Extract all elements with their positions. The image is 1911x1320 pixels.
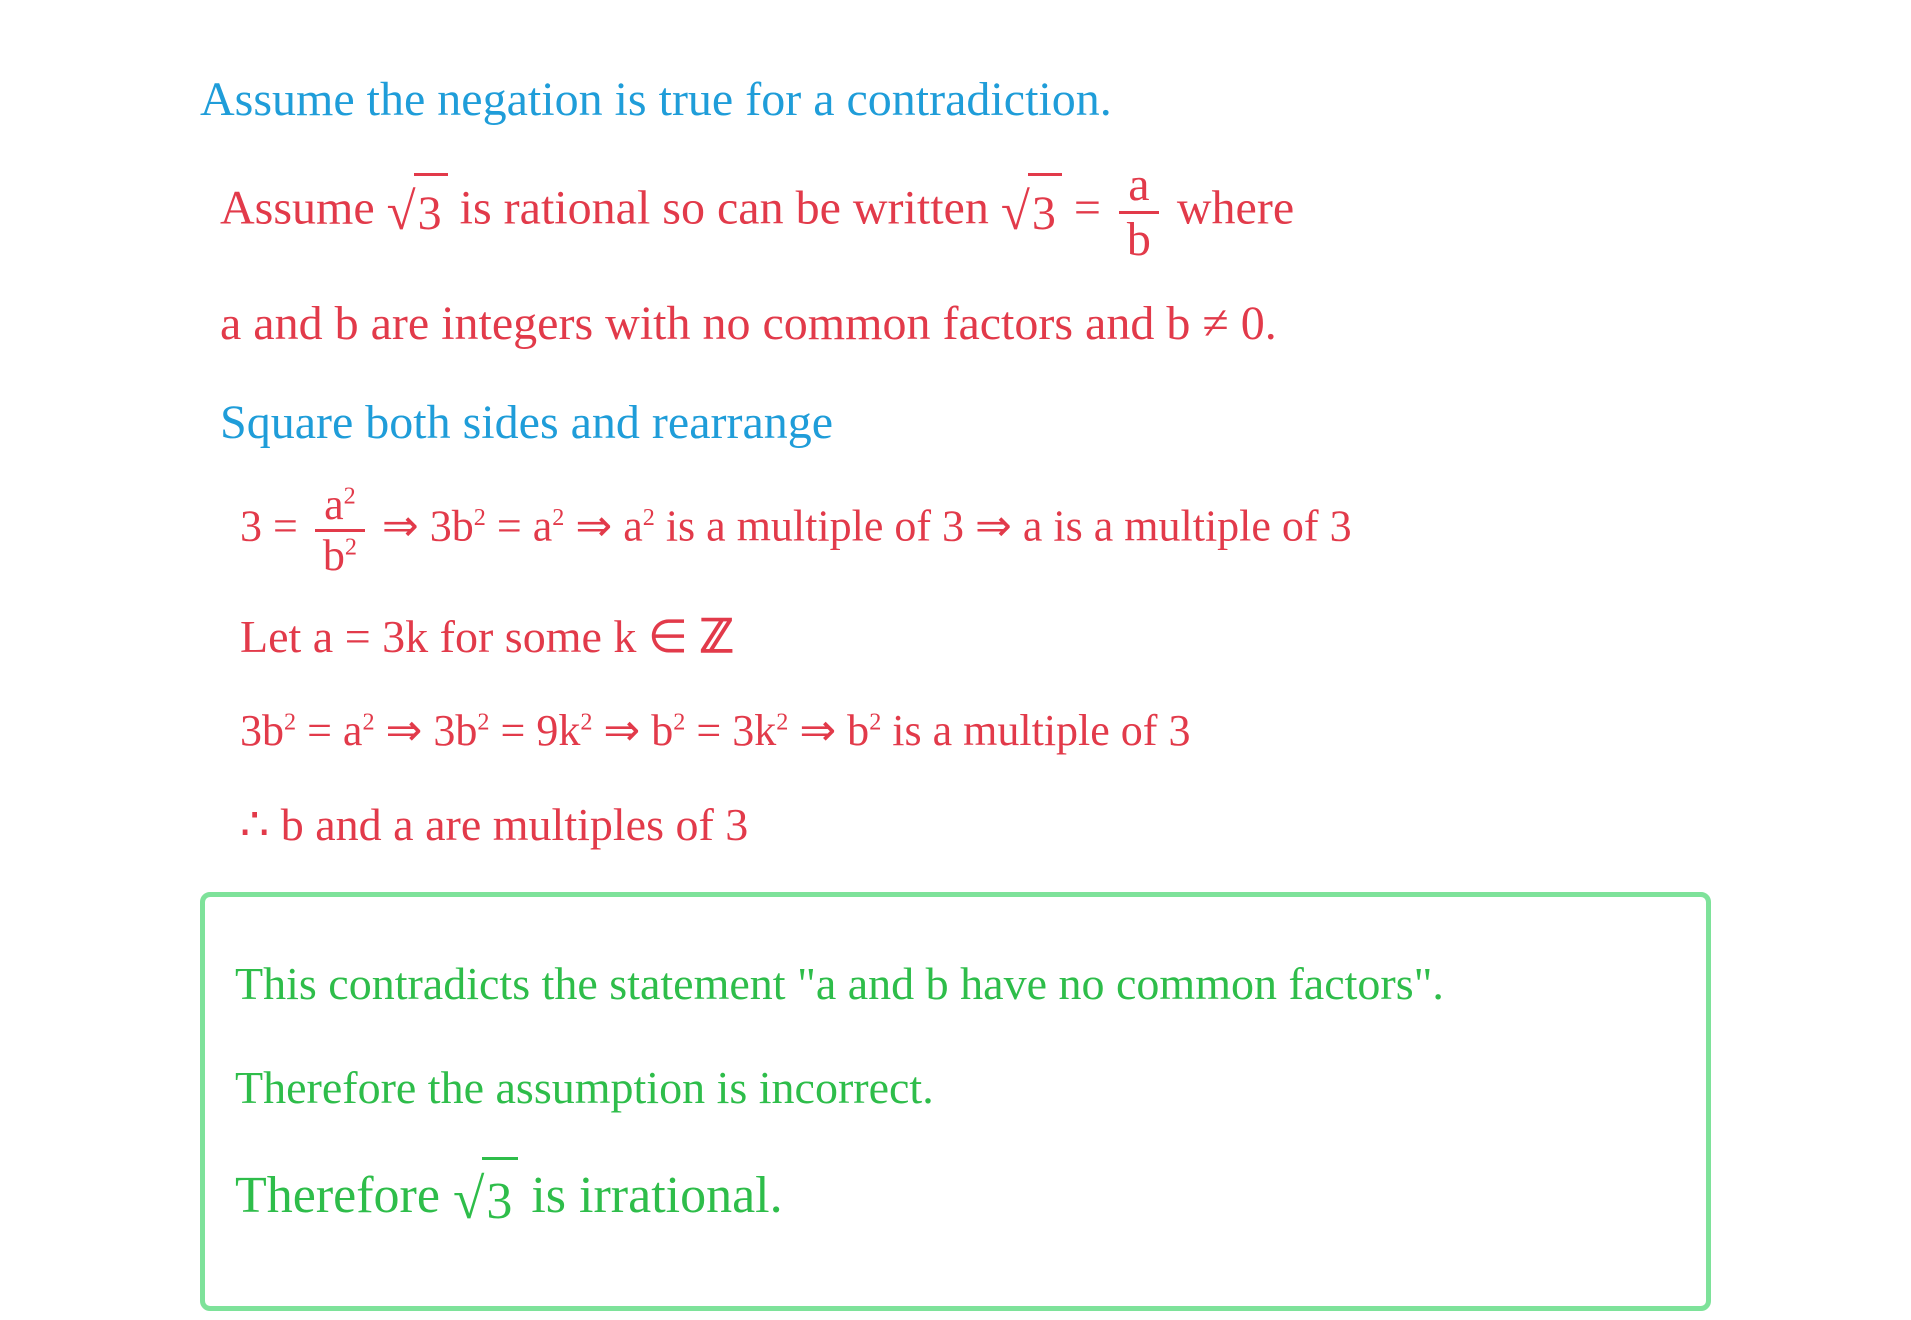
t: Therefore the assumption is incorrect.: [235, 1062, 934, 1113]
t: ∴ b and a are multiples of 3: [240, 799, 748, 850]
t: 3 =: [240, 502, 309, 551]
line-final-conclusion: Therefore 3 is irrational.: [235, 1154, 1676, 1246]
t: = 3k: [696, 706, 776, 755]
t: is irrational.: [531, 1167, 782, 1224]
t: This contradicts the statement "a and b …: [235, 958, 1444, 1009]
line-contradiction: This contradicts the statement "a and b …: [235, 947, 1676, 1021]
t: Square both sides and rearrange: [220, 396, 833, 449]
line-assumption-incorrect: Therefore the assumption is incorrect.: [235, 1051, 1676, 1125]
t: =: [1074, 181, 1113, 234]
t: Therefore: [235, 1167, 453, 1224]
fraction-a-over-b: a b: [1119, 161, 1159, 264]
t: Assume: [220, 181, 387, 234]
line-square-both-sides: Square both sides and rearrange: [220, 385, 1711, 462]
t: ⇒ 3b: [386, 706, 478, 755]
conclusion-box: This contradicts the statement "a and b …: [200, 892, 1711, 1311]
line-derive-b-multiple-3: 3b2 = a2 ⇒ 3b2 = 9k2 ⇒ b2 = 3k2 ⇒ b2 is …: [240, 696, 1711, 766]
line-assume-rational: Assume 3 is rational so can be written 3…: [220, 161, 1711, 264]
t: is a multiple of 3 ⇒ a is a multiple of …: [666, 502, 1352, 551]
sqrt-3-first: 3: [387, 170, 448, 254]
line-therefore-both-multiples: ∴ b and a are multiples of 3: [240, 788, 1711, 862]
sqrt-3-conclusion: 3: [453, 1154, 518, 1246]
t: ⇒ b: [799, 706, 869, 755]
sqrt-3-second: 3: [1001, 170, 1062, 254]
t: ⇒ 3b: [382, 502, 474, 551]
fraction-a2-over-b2: a2 b2: [315, 483, 365, 578]
line-coprime-condition: a and b are integers with no common fact…: [220, 286, 1711, 363]
line-assume-negation: Assume the negation is true for a contra…: [200, 62, 1711, 139]
t: ⇒ b: [603, 706, 673, 755]
line-let-a-3k: Let a = 3k for some k ∈ ℤ: [240, 600, 1711, 674]
t: 3b: [240, 706, 284, 755]
t: is rational so can be written: [460, 181, 1001, 234]
text: Assume the negation is true for a contra…: [200, 73, 1112, 126]
proof-page: Assume the negation is true for a contra…: [0, 0, 1911, 1320]
t: a and b are integers with no common fact…: [220, 297, 1277, 350]
t: is a multiple of 3: [892, 706, 1190, 755]
t: Let a = 3k for some k ∈: [240, 611, 699, 662]
t: = 9k: [501, 706, 581, 755]
line-derive-a-multiple-3: 3 = a2 b2 ⇒ 3b2 = a2 ⇒ a2 is a multiple …: [240, 483, 1711, 578]
t: = a: [497, 502, 552, 551]
t: where: [1177, 181, 1294, 234]
t: = a: [307, 706, 362, 755]
t: ⇒ a: [575, 502, 642, 551]
integer-symbol: ℤ: [699, 611, 731, 662]
